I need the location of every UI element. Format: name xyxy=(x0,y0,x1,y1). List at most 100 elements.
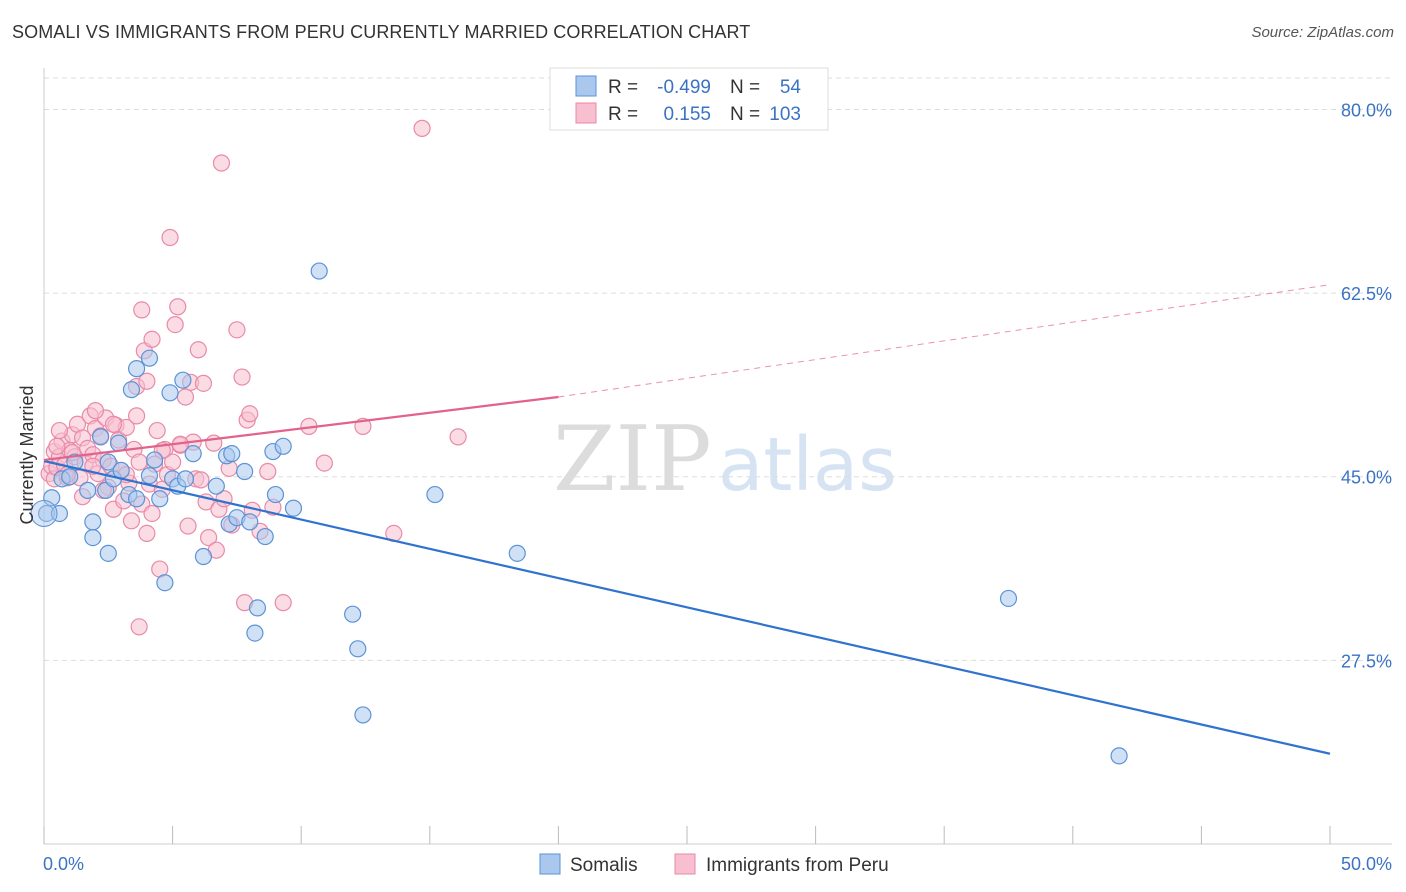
peru-point xyxy=(194,374,213,392)
somali-point xyxy=(426,485,444,504)
peru-point xyxy=(228,321,246,339)
y-tick-label: 80.0% xyxy=(1341,100,1392,120)
peru-point xyxy=(315,454,333,472)
somali-point xyxy=(50,504,69,523)
somali-point xyxy=(508,544,526,562)
somali-point xyxy=(176,470,195,488)
somali-point xyxy=(127,490,146,508)
peru-point xyxy=(50,421,69,440)
somali-point xyxy=(246,624,264,642)
somali-point xyxy=(344,605,362,623)
watermark: ZIP atlas xyxy=(553,407,897,512)
legend-r-label-1: R = xyxy=(608,77,638,98)
somali-point xyxy=(99,544,117,562)
peru-point xyxy=(274,594,292,612)
peru-point xyxy=(169,298,187,316)
somali-point xyxy=(151,490,169,508)
y-axis-label: Currently Married xyxy=(17,385,37,524)
bottom-legend-peru: Immigrants from Peru xyxy=(706,855,889,876)
somali-point xyxy=(184,445,202,463)
somali-point xyxy=(84,513,102,531)
somali-point xyxy=(79,481,97,499)
somali-point xyxy=(122,381,141,399)
somali-point xyxy=(284,499,303,517)
peru-trend-extension xyxy=(558,284,1331,398)
peru-point xyxy=(148,421,166,440)
somali-point xyxy=(91,428,110,446)
legend-swatch-somalis xyxy=(575,75,597,97)
peru-point xyxy=(161,228,179,247)
somali-point xyxy=(84,528,102,547)
watermark-atlas: atlas xyxy=(718,422,897,508)
somali-point xyxy=(43,489,61,507)
legend-n-label-2: N = xyxy=(730,104,760,125)
y-tick-label: 27.5% xyxy=(1341,651,1392,671)
peru-point xyxy=(127,407,146,425)
somali-point xyxy=(109,434,128,452)
peru-point xyxy=(143,330,161,348)
peru-point xyxy=(200,528,218,547)
bottom-legend-swatch-somalis xyxy=(539,853,561,875)
trend-lines xyxy=(43,284,1331,755)
somali-point xyxy=(223,445,241,463)
somali-point xyxy=(161,384,179,402)
source-label: Source: ZipAtlas.com xyxy=(1251,24,1394,41)
somali-point xyxy=(256,527,274,546)
somali-trend-line xyxy=(43,459,1331,755)
peru-point xyxy=(259,462,277,481)
bottom-legend-somalis: Somalis xyxy=(570,855,638,876)
somali-point-large xyxy=(30,499,58,527)
gridlines xyxy=(44,77,1392,661)
somali-point xyxy=(194,547,213,566)
peru-point xyxy=(138,524,156,543)
somali-point xyxy=(349,640,367,658)
somali-point xyxy=(127,360,146,378)
legend-n-value-2: 103 xyxy=(769,104,801,125)
peru-point xyxy=(233,368,251,386)
chart-title: SOMALI VS IMMIGRANTS FROM PERU CURRENTLY… xyxy=(12,22,751,42)
peru-point xyxy=(176,388,195,406)
peru-point xyxy=(122,512,141,530)
somali-point xyxy=(241,513,259,531)
legend-swatch-peru xyxy=(575,102,597,124)
bottom-legend-swatch-peru xyxy=(674,853,696,875)
peru-point xyxy=(241,405,259,423)
somali-point xyxy=(236,462,254,481)
somali-point xyxy=(140,467,159,485)
bottom-legend: Somalis Immigrants from Peru xyxy=(539,853,889,876)
somali-point xyxy=(354,706,372,724)
legend-r-value-2: 0.155 xyxy=(663,104,711,125)
x-tick-label-min: 0.0% xyxy=(43,854,84,874)
legend-r-value-1: -0.499 xyxy=(657,77,711,98)
somali-point xyxy=(1110,747,1128,765)
peru-point xyxy=(212,154,231,172)
somali-point xyxy=(174,371,192,389)
peru-point xyxy=(130,453,148,471)
peru-point xyxy=(104,415,123,433)
axes xyxy=(43,68,1392,845)
somali-point xyxy=(207,477,225,495)
y-tick-label: 62.5% xyxy=(1341,284,1392,304)
somali-point xyxy=(274,437,292,455)
somali-point xyxy=(145,451,164,469)
legend: R = -0.499 N = 54 R = 0.155 N = 103 xyxy=(549,67,829,131)
peru-point xyxy=(192,471,210,489)
somali-point xyxy=(112,461,130,480)
x-tick-label-max: 50.0% xyxy=(1341,854,1392,874)
peru-point xyxy=(86,402,105,420)
somali-point xyxy=(266,485,285,504)
peru-point xyxy=(48,437,66,455)
somali-point xyxy=(248,599,267,617)
data-points xyxy=(30,119,1128,765)
watermark-zip: ZIP xyxy=(553,407,712,512)
peru-point xyxy=(138,372,156,390)
legend-n-label-1: N = xyxy=(730,77,760,98)
peru-point xyxy=(179,517,197,535)
peru-point xyxy=(133,301,151,319)
y-tick-label: 45.0% xyxy=(1341,468,1392,488)
peru-point xyxy=(166,315,184,334)
somali-point xyxy=(156,574,174,592)
tick-labels: 27.5% 45.0% 62.5% 80.0% 0.0% 50.0% xyxy=(43,100,1392,874)
somali-point xyxy=(140,349,159,367)
somali-point xyxy=(310,262,328,280)
